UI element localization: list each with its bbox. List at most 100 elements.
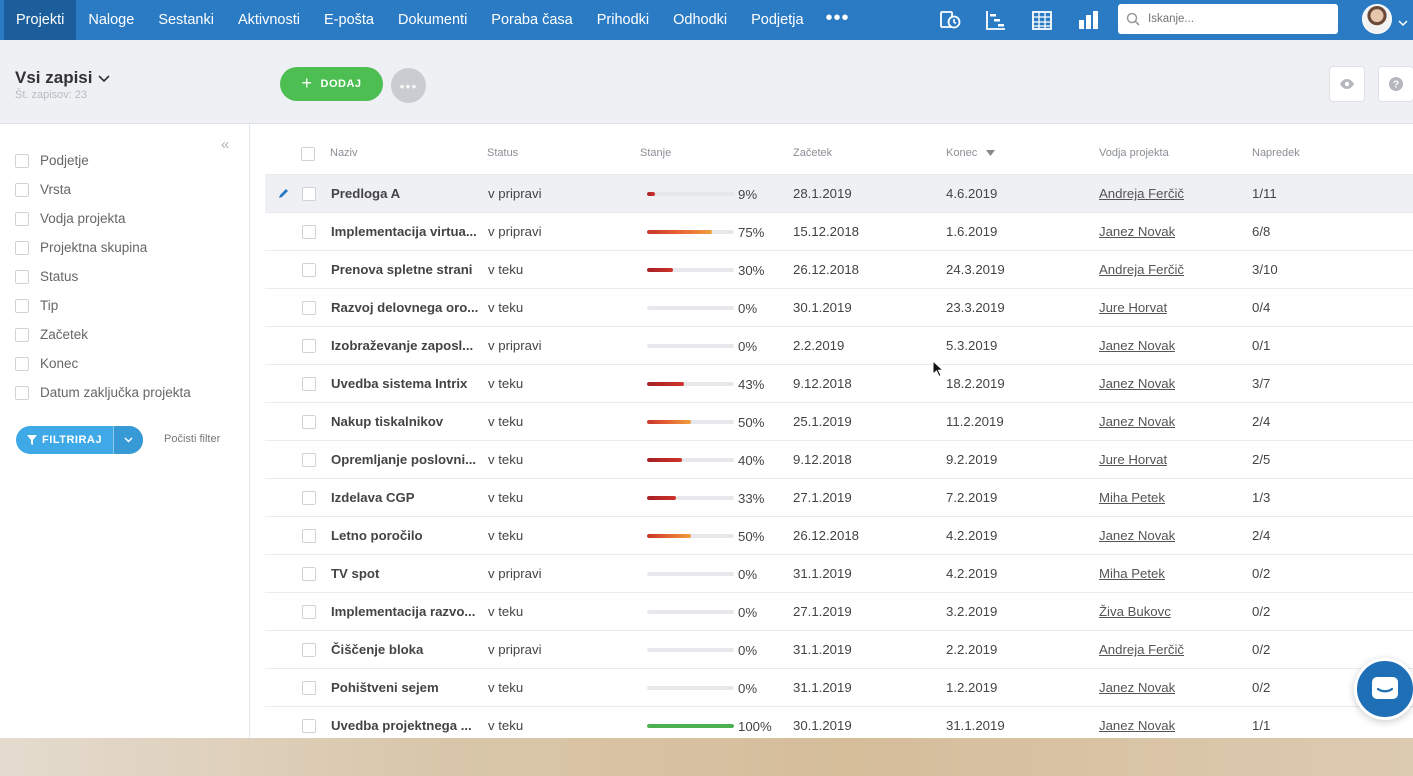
gantt-icon[interactable]	[984, 8, 1008, 32]
row-checkbox[interactable]	[302, 681, 316, 695]
project-name[interactable]: TV spot	[331, 566, 380, 581]
column-stanje[interactable]: Stanje	[640, 147, 672, 159]
row-checkbox[interactable]	[302, 643, 316, 657]
bar-chart-icon[interactable]	[1076, 8, 1100, 32]
table-row[interactable]: Prenova spletne strani v teku 30% 26.12.201…	[265, 250, 1413, 288]
table-row[interactable]: Implementacija virtua... v pripravi 75% 15.…	[265, 212, 1413, 250]
filter-dropdown[interactable]	[113, 426, 143, 454]
column-vodja[interactable]: Vodja projekta	[1099, 147, 1169, 159]
nav-item-podjetja[interactable]: Podjetja	[751, 12, 804, 28]
row-checkbox[interactable]	[302, 529, 316, 543]
collapse-sidebar-icon[interactable]: «	[221, 136, 230, 153]
checkbox[interactable]	[15, 269, 29, 284]
nav-item-dokumenti[interactable]: Dokumenti	[397, 12, 468, 28]
row-checkbox[interactable]	[302, 605, 316, 619]
row-checkbox[interactable]	[302, 567, 316, 581]
table-row[interactable]: Predloga A v pripravi 9% 28.1.2019 4.6.2019 A…	[265, 174, 1413, 212]
table-row[interactable]: Implementacija razvo... v teku 0% 27.1.2019…	[265, 592, 1413, 630]
filter-datum-zakljucka[interactable]: Datum zaključka projekta	[15, 385, 191, 400]
table-row[interactable]: Pohištveni sejem v teku 0% 31.1.2019 1.2.201…	[265, 668, 1413, 706]
table-row[interactable]: TV spot v pripravi 0% 31.1.2019 4.2.2019 Miha…	[265, 554, 1413, 592]
project-lead-link[interactable]: Miha Petek	[1099, 566, 1165, 581]
project-name[interactable]: Implementacija virtua...	[331, 224, 477, 239]
filter-tip[interactable]: Tip	[15, 298, 58, 313]
project-lead-link[interactable]: Janez Novak	[1099, 224, 1176, 239]
table-row[interactable]: Letno poročilo v teku 50% 26.12.2018 4.2.201…	[265, 516, 1413, 554]
row-checkbox[interactable]	[302, 453, 316, 467]
nav-item-naloge[interactable]: Naloge	[88, 12, 135, 28]
project-lead-link[interactable]: Živa Bukovc	[1099, 604, 1171, 619]
filter-konec[interactable]: Konec	[15, 356, 78, 371]
checkbox[interactable]	[15, 298, 29, 313]
filter-button[interactable]: FILTRIRAJ	[16, 426, 143, 454]
search-input[interactable]	[1148, 13, 1328, 25]
checkbox[interactable]	[15, 182, 29, 197]
filter-podjetje[interactable]: Podjetje	[15, 153, 89, 168]
table-row[interactable]: Izobraževanje zaposl... v pripravi 0% 2.2.2…	[265, 326, 1413, 364]
filter-projektna-skupina[interactable]: Projektna skupina	[15, 240, 147, 255]
row-checkbox[interactable]	[302, 377, 316, 391]
project-name[interactable]: Prenova spletne strani	[331, 262, 473, 277]
project-name[interactable]: Nakup tiskalnikov	[331, 414, 444, 429]
view-selector[interactable]: Vsi zapisi	[15, 68, 111, 88]
chevron-down-icon[interactable]	[1398, 14, 1408, 32]
time-calendar-icon[interactable]	[938, 8, 962, 32]
project-lead-link[interactable]: Jure Horvat	[1099, 452, 1168, 467]
project-name[interactable]: Implementacija razvo...	[331, 604, 476, 619]
project-name[interactable]: Predloga A	[331, 186, 401, 201]
row-checkbox[interactable]	[302, 339, 316, 353]
nav-item-prihodki[interactable]: Prihodki	[596, 12, 650, 28]
project-name[interactable]: Letno poročilo	[331, 528, 423, 543]
add-button[interactable]: + DODAJ	[280, 67, 383, 101]
column-zacetek[interactable]: Začetek	[793, 147, 833, 159]
project-lead-link[interactable]: Janez Novak	[1099, 680, 1176, 695]
project-name[interactable]: Razvoj delovnega oro...	[331, 300, 479, 315]
project-name[interactable]: Opremljanje poslovni...	[331, 452, 477, 467]
nav-item-odhodki[interactable]: Odhodki	[673, 12, 728, 28]
project-lead-link[interactable]: Janez Novak	[1099, 338, 1176, 353]
row-checkbox[interactable]	[302, 263, 316, 277]
row-checkbox[interactable]	[302, 719, 316, 733]
help-button[interactable]: ?	[1378, 66, 1413, 102]
visibility-button[interactable]	[1329, 66, 1365, 102]
clear-filter-link[interactable]: Počisti filter	[164, 433, 221, 445]
filter-vrsta[interactable]: Vrsta	[15, 182, 71, 197]
row-checkbox[interactable]	[302, 187, 316, 201]
row-checkbox[interactable]	[302, 491, 316, 505]
nav-more-button[interactable]: •••	[825, 6, 850, 29]
table-row[interactable]: Čiščenje bloka v pripravi 0% 31.1.2019 2.2.2…	[265, 630, 1413, 668]
nav-item-sestanki[interactable]: Sestanki	[158, 12, 214, 28]
chat-launcher[interactable]	[1354, 658, 1413, 720]
checkbox[interactable]	[15, 240, 29, 255]
column-naziv[interactable]: Naziv	[330, 147, 358, 159]
filter-apply[interactable]: FILTRIRAJ	[16, 426, 113, 454]
project-name[interactable]: Uvedba sistema Intrix	[331, 376, 468, 391]
filter-vodja-projekta[interactable]: Vodja projekta	[15, 211, 126, 226]
search-box[interactable]	[1118, 4, 1338, 34]
nav-item-aktivnosti[interactable]: Aktivnosti	[237, 12, 300, 28]
row-checkbox[interactable]	[302, 225, 316, 239]
row-checkbox[interactable]	[302, 301, 316, 315]
project-name[interactable]: Uvedba projektnega ...	[331, 718, 472, 733]
edit-pencil-icon[interactable]	[278, 187, 289, 202]
nav-item-poraba-casa[interactable]: Poraba časa	[491, 12, 573, 28]
project-name[interactable]: Izobraževanje zaposl...	[331, 338, 474, 353]
table-row[interactable]: Uvedba sistema Intrix v teku 43% 9.12.2018 1…	[265, 364, 1413, 402]
column-napredek[interactable]: Napredek	[1252, 147, 1300, 159]
checkbox[interactable]	[15, 356, 29, 371]
table-row[interactable]: Razvoj delovnega oro... v teku 0% 30.1.2019…	[265, 288, 1413, 326]
avatar[interactable]	[1362, 4, 1392, 34]
column-konec[interactable]: Konec	[946, 147, 996, 159]
table-row[interactable]: Izdelava CGP v teku 33% 27.1.2019 7.2.2019 Mi…	[265, 478, 1413, 516]
table-row[interactable]: Opremljanje poslovni... v teku 40% 9.12.201…	[265, 440, 1413, 478]
project-lead-link[interactable]: Janez Novak	[1099, 376, 1176, 391]
table-row[interactable]: Uvedba projektnega ... v teku 100% 30.1.201…	[265, 706, 1413, 738]
project-lead-link[interactable]: Andreja Ferčič	[1099, 186, 1185, 201]
table-row[interactable]: Nakup tiskalnikov v teku 50% 25.1.2019 11.2.…	[265, 402, 1413, 440]
row-checkbox[interactable]	[302, 415, 316, 429]
filter-zacetek[interactable]: Začetek	[15, 327, 88, 342]
project-lead-link[interactable]: Janez Novak	[1099, 414, 1176, 429]
column-status[interactable]: Status	[487, 147, 519, 159]
project-name[interactable]: Pohištveni sejem	[331, 680, 439, 695]
project-name[interactable]: Čiščenje bloka	[331, 642, 424, 657]
